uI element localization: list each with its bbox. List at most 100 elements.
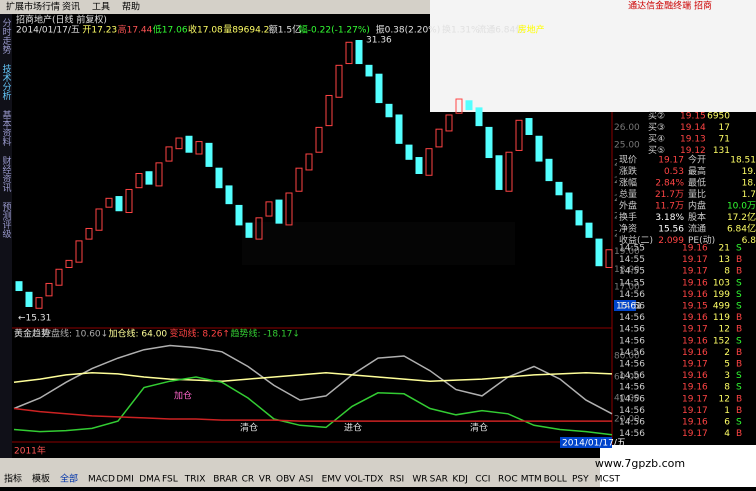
quote-value: 17.2亿 [727, 211, 756, 223]
book-price: 19.14 [680, 123, 706, 133]
quote-label: PE(动) [688, 235, 715, 246]
y-tick-label: 26.00 [614, 123, 640, 133]
tick-time: 14:55 [619, 255, 645, 265]
bottom-tab[interactable]: TRIX [184, 475, 206, 485]
bottom-tab[interactable]: MTM [521, 475, 542, 485]
tick-price: 19.17 [682, 325, 708, 335]
candle [425, 148, 433, 176]
tick-side: B [736, 348, 742, 358]
indicator-header: 加仓线: 64.00 [109, 328, 168, 340]
x-start: 2011年 [14, 445, 46, 457]
tick-volume: 12 [719, 325, 730, 335]
tick-volume: 4 [724, 429, 730, 439]
tick-side: S [736, 302, 742, 312]
tick-time: 14:56 [619, 371, 645, 381]
quote-value: 11.7万 [655, 202, 684, 212]
candle [55, 268, 63, 286]
tick-side: S [736, 371, 742, 381]
bottom-tab[interactable]: OBV [276, 475, 296, 485]
candle [355, 40, 363, 65]
bottom-tab[interactable]: DMA [139, 475, 161, 485]
bottom-tab[interactable]: RSI [390, 475, 405, 485]
quote-value: 6.8 [742, 236, 756, 246]
quote-label: 流通 [688, 223, 706, 235]
tick-price: 19.16 [682, 278, 708, 288]
bottom-tab[interactable]: 模板 [32, 473, 50, 485]
bottom-tab[interactable]: PSY [572, 475, 589, 485]
candle [195, 141, 203, 155]
bottom-tab[interactable]: 指标 [4, 473, 22, 485]
header-info: 房地产 [518, 24, 545, 36]
tick-price: 19.16 [682, 371, 708, 381]
tick-time: 14:56 [619, 394, 645, 404]
quote-row-bg [617, 211, 756, 223]
bottom-tab[interactable]: BOLL [544, 475, 567, 485]
tick-volume: 8 [724, 383, 730, 393]
tick-volume: 5 [724, 360, 730, 370]
candle [405, 144, 413, 160]
bottom-tab[interactable]: VR [259, 475, 271, 485]
bottom-tab[interactable]: SAR [430, 475, 448, 485]
bottom-tab[interactable]: ROC [498, 475, 518, 485]
quote-value: 10.0万 [727, 202, 756, 212]
side-tab: 财经资讯 [1, 155, 12, 193]
high-label: 31.36 [366, 36, 392, 46]
tick-volume: 3 [724, 371, 730, 381]
candle [415, 157, 423, 174]
tick-price: 19.17 [682, 394, 708, 404]
candle [35, 297, 43, 309]
quote-value: 21.7万 [655, 190, 684, 200]
candle [535, 135, 543, 162]
tick-time: 14:56 [619, 302, 645, 312]
quote-row-bg [617, 234, 756, 246]
bottom-tab[interactable]: ASI [299, 475, 314, 485]
candle [75, 240, 83, 263]
candle [315, 126, 323, 153]
indicator-line [13, 407, 612, 422]
candle [225, 185, 233, 205]
quote-value: 19. [742, 167, 756, 177]
tick-side: B [736, 394, 742, 404]
book-volume: 71 [719, 135, 730, 145]
book-price: 19.12 [680, 146, 706, 156]
quote-row-bg [617, 154, 756, 166]
indicator-header: 控盘线: 10.60↓ [42, 328, 108, 340]
tick-price: 19.17 [682, 406, 708, 416]
bottom-tab[interactable]: KDJ [452, 475, 468, 485]
candle [165, 146, 173, 162]
x-end: 2014/01/17/五 [562, 439, 626, 449]
bottom-tab[interactable]: 全部 [60, 473, 78, 485]
book-label: 买③ [648, 122, 665, 133]
quote-value: 0.53 [664, 167, 684, 177]
quote-value: 2.099 [658, 236, 684, 246]
candle [375, 73, 383, 104]
bottom-tab[interactable]: EMV [322, 475, 342, 485]
side-tab: 分时走势 [1, 18, 12, 55]
book-price: 19.15 [680, 112, 706, 122]
candle [455, 98, 463, 114]
bottom-tab[interactable]: MACD [88, 475, 115, 485]
candle [565, 192, 573, 210]
quote-label: 最低 [688, 177, 706, 189]
quote-label: 股本 [688, 211, 706, 223]
bottom-tab[interactable]: FSL [162, 475, 178, 485]
bottom-tab[interactable]: MCST [595, 475, 621, 485]
tick-price: 19.17 [682, 360, 708, 370]
bottom-tab[interactable]: BRAR [213, 475, 237, 485]
bottom-tab[interactable]: CCI [475, 475, 490, 485]
quote-label: 收益(二) [619, 234, 653, 246]
tick-price: 19.16 [682, 418, 708, 428]
bottom-tab[interactable]: VOL-TDX [344, 475, 383, 485]
candle [125, 188, 133, 214]
book-volume: 17 [719, 123, 730, 133]
tick-price: 19.17 [682, 429, 708, 439]
indicator-line [13, 372, 613, 384]
tick-price: 19.16 [682, 290, 708, 300]
indicator-line [13, 376, 613, 436]
candle [65, 259, 73, 268]
bottom-tab[interactable]: CR [242, 475, 255, 485]
quote-row-bg [617, 223, 756, 235]
tick-side: B [736, 325, 742, 335]
bottom-tab[interactable]: DMI [116, 475, 133, 485]
bottom-tab[interactable]: WR [412, 475, 427, 485]
